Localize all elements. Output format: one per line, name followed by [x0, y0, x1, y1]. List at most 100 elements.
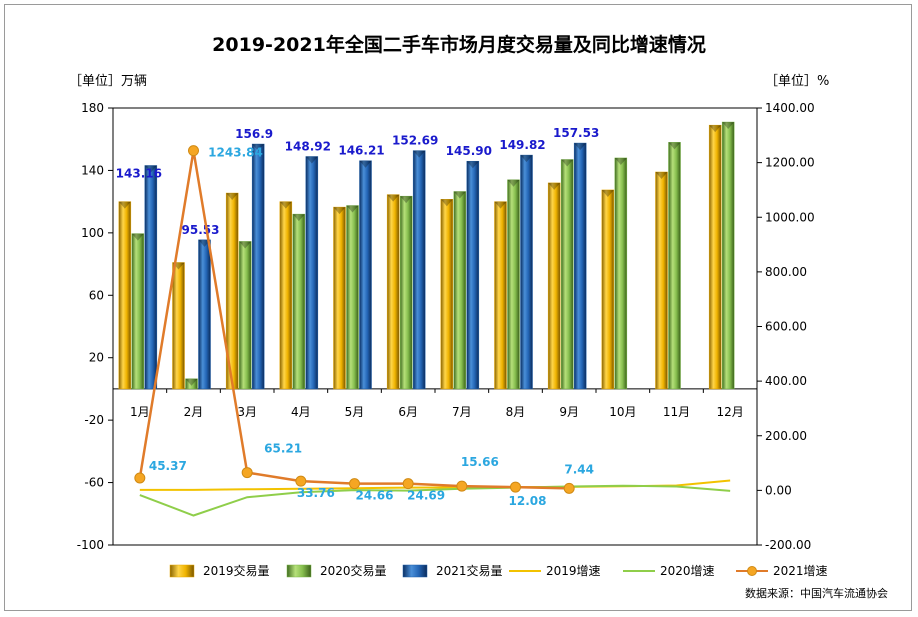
left-tick-label: 140	[81, 163, 104, 177]
source-note: 数据来源：中国汽车流通协会	[745, 586, 888, 600]
bar-2020交易量	[399, 195, 413, 390]
bar-2020交易量	[507, 179, 520, 390]
bar-2021交易量	[520, 154, 533, 390]
data-label-2021: 148.92	[285, 140, 331, 154]
bar-2019交易量	[655, 171, 668, 390]
bar-cap	[655, 171, 668, 179]
bar-cap	[292, 214, 305, 222]
bar-cap	[333, 207, 346, 215]
bar-cap	[144, 165, 157, 173]
category-label: 12月	[717, 405, 744, 419]
bar-cap	[185, 378, 198, 386]
bar-2021交易量	[251, 143, 265, 390]
bar-cap	[453, 191, 466, 199]
bar-2021交易量	[466, 160, 480, 390]
bar-cap	[520, 155, 533, 163]
bar-cap	[614, 157, 627, 165]
category-label: 7月	[452, 405, 472, 419]
legend-label-2020增速: 2020增速	[660, 564, 715, 578]
category-label: 4月	[291, 405, 311, 419]
bar-2020交易量	[614, 157, 628, 390]
line-marker-2021	[563, 482, 575, 494]
chart: 2019-2021年全国二手车市场月度交易量及同比增速情况 ［单位］万辆 ［单位…	[69, 33, 888, 600]
bar-cap	[561, 159, 574, 167]
bar-cap	[413, 150, 426, 158]
bar-2019交易量	[333, 206, 346, 390]
chart-title: 2019-2021年全国二手车市场月度交易量及同比增速情况	[212, 33, 706, 56]
data-label-2021: 152.69	[392, 134, 438, 148]
bar-2019交易量	[118, 201, 132, 390]
bar-cap	[722, 122, 735, 130]
category-label: 3月	[237, 405, 257, 419]
bar-cap	[466, 161, 479, 169]
right-tick-label: 800.00	[765, 265, 807, 279]
line-marker-2021	[456, 480, 468, 492]
bar-2020交易量	[721, 121, 735, 390]
left-tick-label: -20	[84, 413, 104, 427]
data-label-growth-2021: 7.44	[564, 462, 594, 476]
bar-2020交易量	[238, 241, 252, 390]
bar-cap	[252, 144, 265, 152]
bar-2019交易量	[279, 201, 293, 390]
category-label: 2月	[184, 405, 204, 419]
bar-2021交易量	[198, 239, 211, 390]
right-tick-label: 1200.00	[765, 156, 815, 170]
bar-2019交易量	[440, 199, 454, 390]
bar-2019交易量	[494, 201, 507, 390]
legend-label-2019增速: 2019增速	[546, 564, 601, 578]
bar-cap	[440, 199, 453, 207]
legend: 2019交易量 2020交易量 2021交易量 2019增速 2020增速 2021增速	[169, 563, 828, 578]
category-label: 5月	[345, 405, 365, 419]
bar-2020交易量	[185, 378, 198, 390]
chart-frame: 2019-2021年全国二手车市场月度交易量及同比增速情况 ［单位］万辆 ［单位…	[4, 4, 912, 611]
data-label-growth-2021: 1243.84	[208, 146, 263, 160]
left-tick-label: 180	[81, 101, 104, 115]
data-label-2021: 145.90	[446, 144, 492, 158]
line-marker-2021	[349, 478, 360, 490]
bar-2019交易量	[601, 189, 615, 390]
legend-swatch-2020交易量	[286, 564, 312, 578]
bar-2021交易量	[359, 160, 372, 390]
right-tick-label: 600.00	[765, 320, 807, 334]
bar-2019交易量	[708, 124, 722, 390]
bar-cap	[359, 160, 372, 168]
data-label-growth-2021: 15.66	[461, 455, 499, 469]
data-label-growth-2021: 12.08	[509, 494, 547, 508]
bar-cap	[118, 201, 131, 209]
data-label-2021: 146.21	[338, 144, 384, 158]
data-label-growth-2021: 24.66	[356, 489, 394, 503]
legend-label-2021交易量: 2021交易量	[436, 563, 503, 578]
right-axis-unit: ［单位］%	[765, 74, 829, 89]
legend-swatch-2019交易量	[169, 564, 195, 578]
category-label: 8月	[506, 405, 526, 419]
bar-cap	[387, 194, 400, 202]
data-label-2021: 149.82	[499, 138, 545, 152]
category-label: 11月	[663, 405, 690, 419]
bar-2020交易量	[560, 159, 574, 390]
line-marker-2021	[241, 467, 253, 479]
bar-2020交易量	[131, 233, 145, 390]
line-marker-2021	[510, 481, 521, 493]
bar-2021交易量	[305, 156, 319, 390]
bar-cap	[601, 189, 614, 197]
data-label-growth-2021: 65.21	[264, 442, 302, 456]
data-label-2021: 157.53	[553, 126, 599, 140]
bar-cap	[548, 182, 561, 190]
data-label-growth-2021: 24.69	[407, 489, 445, 503]
line-2020增速	[139, 484, 731, 517]
bar-cap	[346, 205, 359, 213]
left-tick-label: 100	[81, 226, 104, 240]
bar-cap	[239, 241, 252, 249]
bar-2019交易量	[386, 194, 400, 390]
data-label-2021: 156.9	[235, 127, 273, 141]
left-tick-label: 20	[89, 351, 104, 365]
bar-2019交易量	[172, 262, 185, 390]
legend-label-2019交易量: 2019交易量	[203, 563, 270, 578]
right-tick-label: 400.00	[765, 374, 807, 388]
left-tick-label: -60	[84, 476, 104, 490]
data-label-2021: 95.53	[182, 223, 220, 237]
right-tick-label: -200.00	[765, 538, 811, 552]
line-marker-2021	[188, 145, 199, 157]
bar-cap	[668, 142, 681, 150]
bar-cap	[709, 125, 722, 133]
